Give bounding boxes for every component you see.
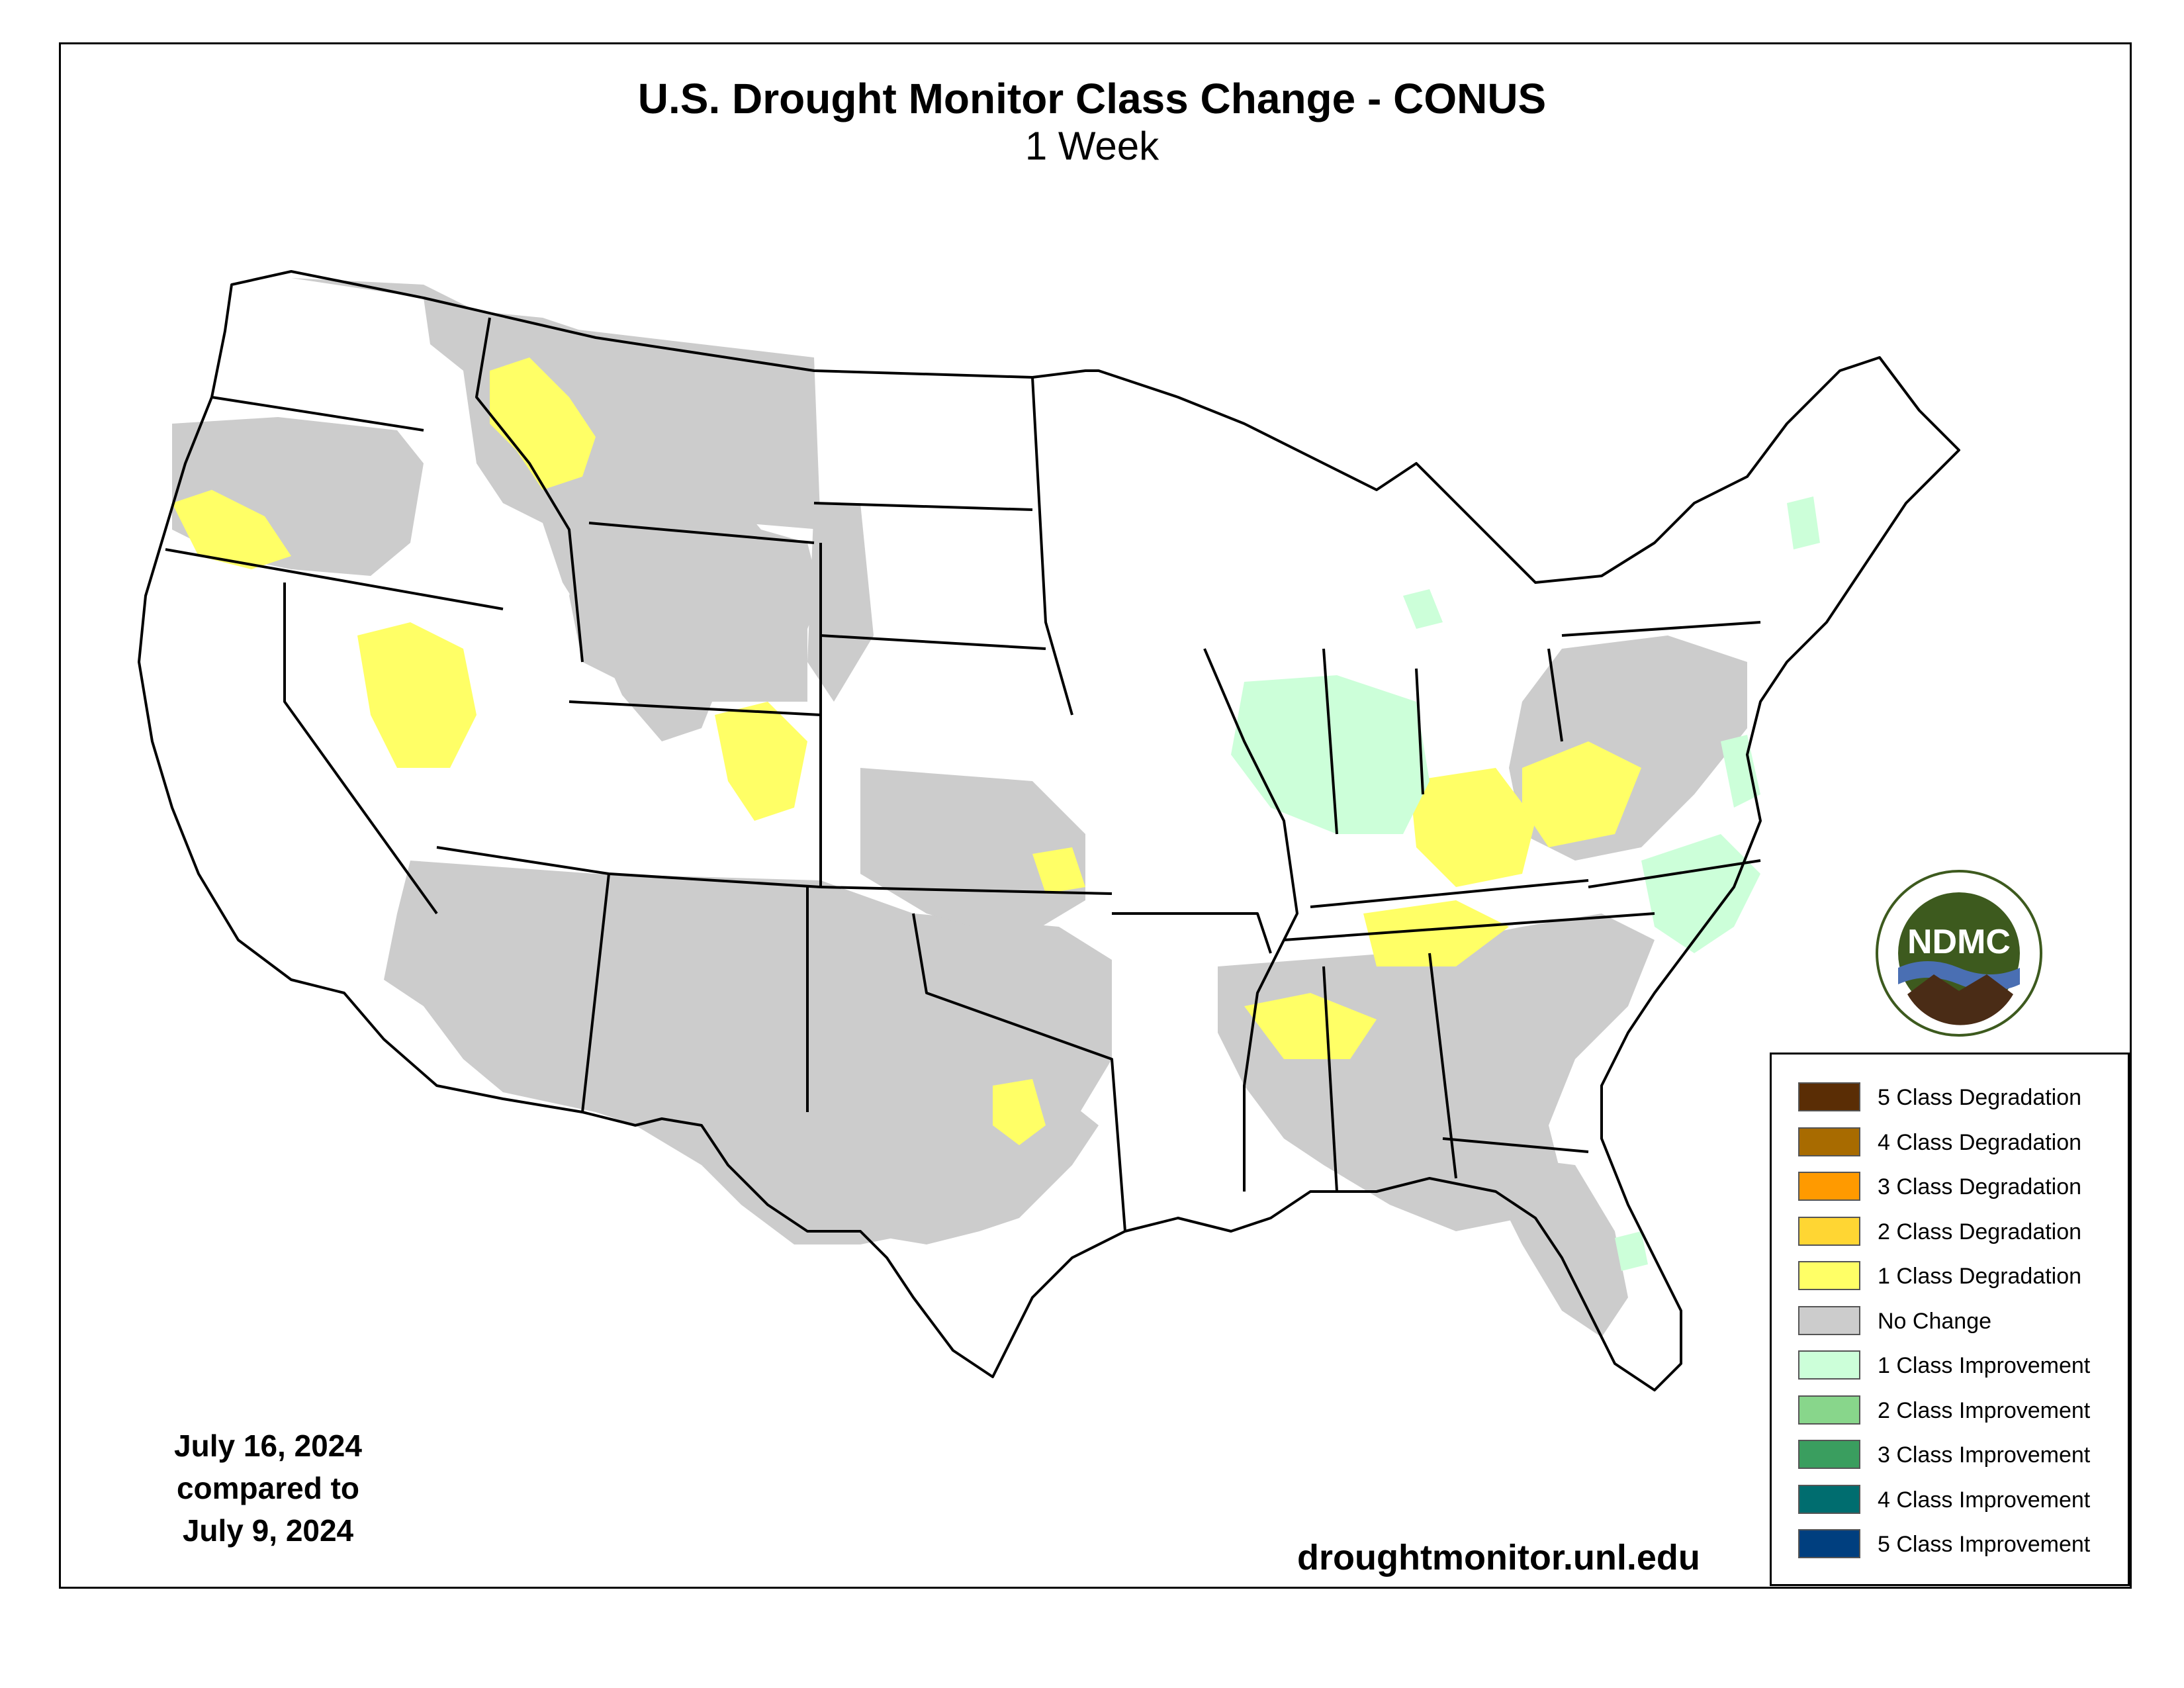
border-wy-south: [569, 700, 821, 716]
legend-label: 1 Class Degradation: [1878, 1264, 2082, 1289]
border-ms-al: [1322, 966, 1338, 1192]
legend-label: 1 Class Improvement: [1878, 1353, 2091, 1378]
border-id-mt: [475, 317, 584, 663]
border-or-ca-nv: [165, 548, 504, 610]
region-montana-no-change: [477, 318, 821, 530]
border-oh-pa: [1547, 648, 1563, 742]
legend-swatch: [1798, 1484, 1860, 1514]
no-change-regions: [172, 278, 1747, 1337]
region-dakotas-west-no-change: [807, 503, 874, 702]
legend-swatch: [1798, 1305, 1860, 1335]
legend-item: 1 Class Improvement: [1798, 1349, 2129, 1382]
border-tn-south: [1283, 912, 1655, 941]
state-borders: [138, 270, 1960, 1391]
legend-swatch: [1798, 1082, 1860, 1111]
region-virginia-nc-improvement: [1641, 834, 1760, 953]
border-ga-fl: [1442, 1137, 1589, 1153]
map-title: U.S. Drought Monitor Class Change - CONU…: [637, 75, 1547, 122]
border-mo-ar: [1112, 912, 1272, 954]
legend-label: 4 Class Degradation: [1878, 1129, 2082, 1155]
legend-label: 5 Class Degradation: [1878, 1085, 2082, 1110]
border-dakotas-mn: [1031, 377, 1073, 716]
date-compared-to: compared to: [176, 1471, 360, 1505]
conus-outline: [138, 270, 1960, 1391]
border-ca-nv: [283, 583, 438, 915]
legend-item: 1 Class Degradation: [1798, 1260, 2129, 1293]
border-nd-sd: [813, 502, 1033, 511]
legend-label: 4 Class Improvement: [1878, 1487, 2091, 1513]
region-florida-improvement: [1615, 1231, 1648, 1271]
legend-item: 3 Class Degradation: [1798, 1170, 2129, 1203]
region-ohio-valley-degradation: [1410, 768, 1535, 887]
legend-label: 2 Class Degradation: [1878, 1219, 2082, 1244]
legend-item: 3 Class Improvement: [1798, 1438, 2129, 1472]
date-current: July 16, 2024: [174, 1429, 362, 1463]
region-michigan-improvement: [1403, 589, 1443, 629]
legend-swatch: [1798, 1440, 1860, 1469]
one-class-degradation-regions: [172, 357, 1641, 1145]
region-florida-no-change: [1469, 1152, 1628, 1337]
border-sd-ne: [820, 634, 1046, 650]
border-mt-wy: [588, 522, 815, 544]
border-ky-tn: [1310, 879, 1589, 908]
region-nevada-utah-degradation: [357, 622, 477, 768]
map-subtitle: 1 Week: [1024, 124, 1160, 168]
border-al-ga: [1428, 953, 1457, 1179]
legend-swatch: [1798, 1529, 1860, 1558]
legend-swatch: [1798, 1395, 1860, 1425]
legend-swatch: [1798, 1216, 1860, 1246]
legend-label: 2 Class Improvement: [1878, 1397, 2091, 1423]
legend-label: No Change: [1878, 1308, 1992, 1334]
region-texas-degradation: [993, 1079, 1046, 1145]
region-kansas-oklahoma-no-change: [860, 768, 1085, 940]
legend-swatch: [1798, 1261, 1860, 1290]
legend-item: 2 Class Improvement: [1798, 1394, 2129, 1427]
border-ok-tx: [912, 913, 1126, 1232]
region-kansas-degradation: [1032, 847, 1085, 894]
border-mississippi-river: [1203, 648, 1298, 1192]
border-ks-ok: [820, 886, 1113, 895]
legend-item: 2 Class Degradation: [1798, 1215, 2129, 1248]
legend-label: 5 Class Improvement: [1878, 1532, 2091, 1557]
legend-item: No Change: [1798, 1305, 2129, 1338]
legend-label: 3 Class Improvement: [1878, 1442, 2091, 1468]
region-west-virginia-degradation: [1522, 741, 1641, 847]
region-tennessee-degradation: [1363, 900, 1509, 966]
logo-center-text: NDMC: [1907, 923, 2011, 961]
date-previous: July 9, 2024: [182, 1513, 354, 1548]
region-southeast-no-change: [1218, 914, 1655, 1231]
comparison-dates: July 16, 2024 compared to July 9, 2024: [139, 1425, 397, 1552]
legend-swatch: [1798, 1350, 1860, 1380]
border-va-nc: [1588, 859, 1761, 888]
region-delmarva-improvement: [1721, 735, 1760, 808]
source-url[interactable]: droughtmonitor.unl.edu: [1297, 1538, 1700, 1577]
legend-item: 4 Class Improvement: [1798, 1483, 2129, 1517]
ndmc-logo: NDMC: [1876, 870, 2042, 1037]
region-oregon-coast-degradation: [172, 490, 291, 569]
legend-label: 3 Class Degradation: [1878, 1174, 2082, 1199]
region-wyoming-no-change: [569, 523, 807, 702]
legend-swatch: [1798, 1127, 1860, 1156]
border-wa-or: [211, 396, 424, 432]
legend: 5 Class Degradation 4 Class Degradation 3 …: [1770, 1053, 2130, 1586]
border-in-oh: [1415, 668, 1424, 795]
legend-item: 4 Class Degradation: [1798, 1126, 2129, 1159]
border-il-in: [1322, 648, 1338, 835]
border-az-nm: [581, 873, 610, 1113]
region-mississippi-degradation: [1244, 993, 1377, 1059]
legend-item: 5 Class Improvement: [1798, 1528, 2129, 1561]
region-new-england-improvement: [1787, 496, 1820, 549]
legend-item: 5 Class Degradation: [1798, 1081, 2129, 1114]
border-ny-pa: [1561, 621, 1761, 637]
region-colorado-degradation: [715, 702, 807, 821]
legend-swatch: [1798, 1172, 1860, 1201]
region-idaho-montana-degradation: [490, 357, 596, 490]
